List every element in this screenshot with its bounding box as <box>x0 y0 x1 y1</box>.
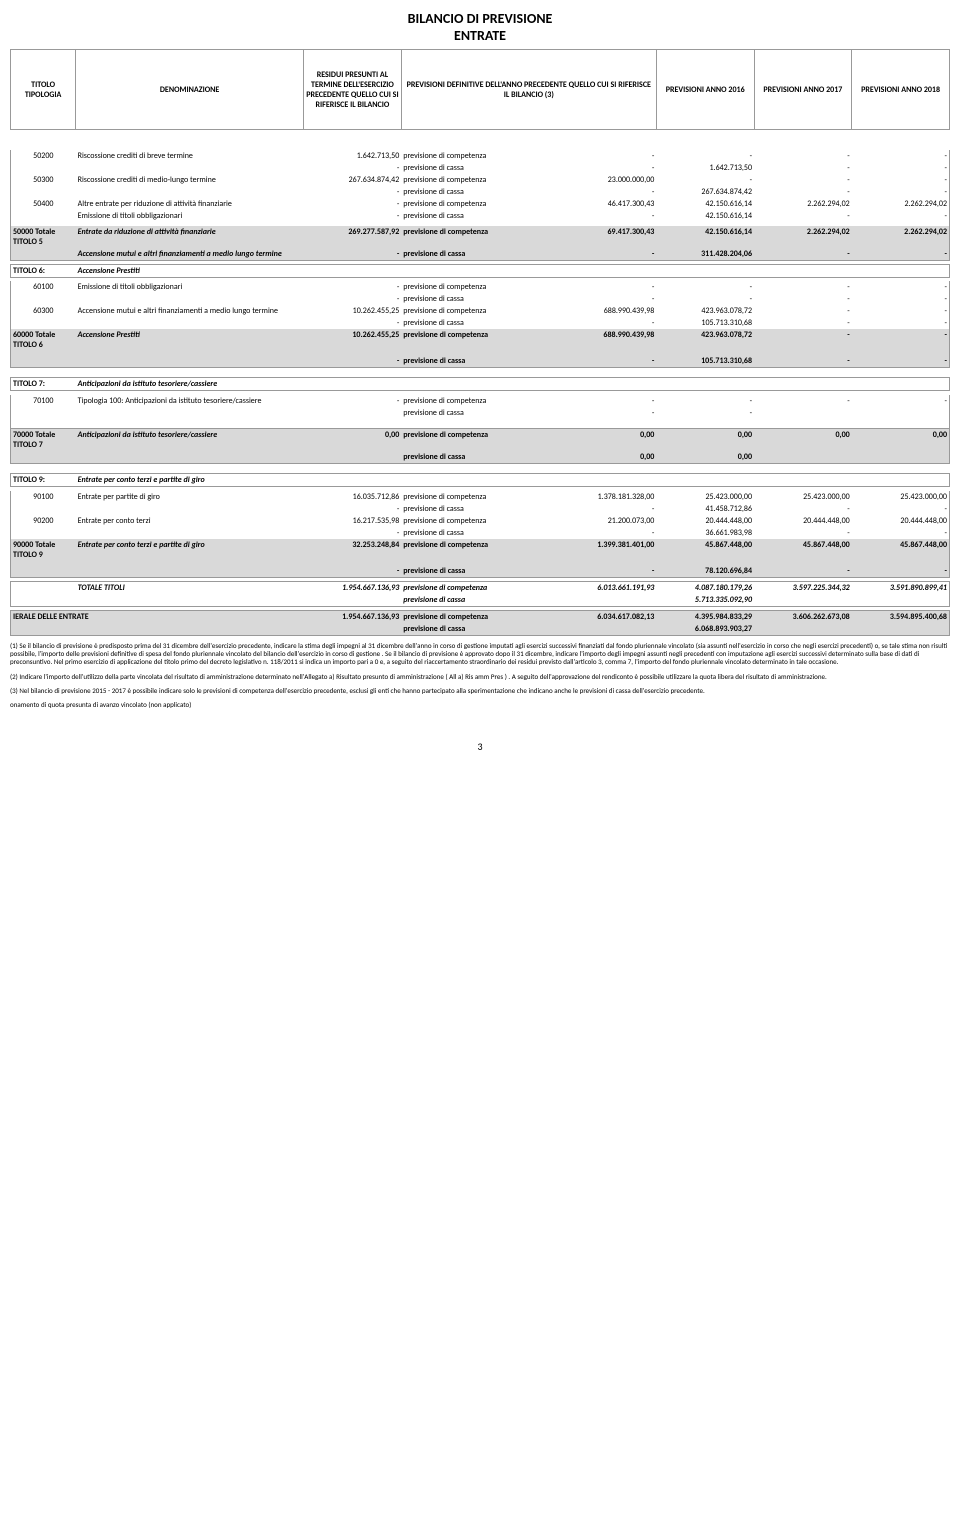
row-90100-cassa: - previsione di cassa - 41.458.712,86 - … <box>11 503 950 515</box>
denom: Entrate da riduzione di attività finanzi… <box>76 226 304 248</box>
row-totale-generale-cassa: previsione di cassa 6.068.893.903,27 <box>11 623 950 636</box>
row-titolo7: TITOLO 7: Anticipazioni da istituto teso… <box>11 378 950 391</box>
hdr-c2: DENOMINAZIONE <box>76 50 304 130</box>
row-totale-70000: 70000 Totale TITOLO 7 Anticipazioni da i… <box>11 429 950 452</box>
row-totale-70000-cassa: previsione di cassa 0,00 0,00 <box>11 451 950 464</box>
table-header: TITOLO TIPOLOGIA DENOMINAZIONE RESIDUI P… <box>11 50 950 130</box>
doc-title: BILANCIO DI PREVISIONE <box>10 10 950 27</box>
page-number: 3 <box>10 740 950 753</box>
row-totale-90000: 90000 Totale TITOLO 9 Entrate per conto … <box>11 539 950 561</box>
hdr-c1: TITOLO TIPOLOGIA <box>11 50 76 130</box>
row-totale-90000-cassa: - previsione di cassa - 78.120.696,84 - … <box>11 565 950 578</box>
row-60100-cassa: - previsione di cassa - - - - <box>11 293 950 305</box>
tipo: previsione di competenza <box>401 150 558 162</box>
row-70100-cassa: previsione di cassa - - <box>11 407 950 419</box>
code: 50000 Totale TITOLO 5 <box>11 226 76 248</box>
row-60300: 60300 Accensione mutui e altri finanziam… <box>11 305 950 317</box>
residui: 1.642.713,50 <box>304 150 402 162</box>
row-totale-titoli: TOTALE TITOLI 1.954.667.136,93 prevision… <box>11 581 950 594</box>
footnote-3: (3) Nel bilancio di previsione 2015 - 20… <box>10 687 950 695</box>
row-50200-cassa: - previsione di cassa - 1.642.713,50 - - <box>11 162 950 174</box>
row-60100: 60100 Emissione di titoli obbligazionari… <box>11 281 950 293</box>
hdr-c6: PREVISIONI ANNO 2017 <box>754 50 852 130</box>
row-70100: 70100 Tipologia 100: Anticipazioni da is… <box>11 395 950 407</box>
row-totale-titoli-cassa: previsione di cassa 5.713.335.092,90 <box>11 594 950 607</box>
denom: Riscossione crediti di medio-lungo termi… <box>76 174 304 186</box>
denom: Altre entrate per riduzione di attività … <box>76 198 304 210</box>
row-totale-60000: 60000 Totale TITOLO 6 Accensione Prestit… <box>11 329 950 351</box>
footnote-1: (1) Se il bilancio di previsione è predi… <box>10 642 950 667</box>
denom: Riscossione crediti di breve termine <box>76 150 304 162</box>
row-50300: 50300 Riscossione crediti di medio-lungo… <box>11 174 950 186</box>
footnote-2: (2) Indicare l'importo dell'utilizzo del… <box>10 673 950 681</box>
row-titolo9: TITOLO 9: Entrate per conto terzi e part… <box>11 474 950 487</box>
row-totale-generale: IERALE DELLE ENTRATE 1.954.667.136,93 pr… <box>11 610 950 623</box>
row-60300-cassa: - previsione di cassa - 105.713.310,68 -… <box>11 317 950 329</box>
hdr-c5: PREVISIONI ANNO 2016 <box>656 50 754 130</box>
row-90200: 90200 Entrate per conto terzi 16.217.535… <box>11 515 950 527</box>
footnote-4: onamento di quota presunta di avanzo vin… <box>10 701 950 709</box>
row-50200: 50200 Riscossione crediti di breve termi… <box>11 150 950 162</box>
page: BILANCIO DI PREVISIONE ENTRATE TITOLO TI… <box>0 0 960 763</box>
row-50400b: Emissione di titoli obbligazionari - pre… <box>11 210 950 222</box>
doc-subtitle: ENTRATE <box>10 27 950 44</box>
row-50300-cassa: - previsione di cassa - 267.634.874,42 -… <box>11 186 950 198</box>
code: 50200 <box>11 150 76 162</box>
row-90200-cassa: - previsione di cassa - 36.661.983,98 - … <box>11 527 950 539</box>
code: 50300 <box>11 174 76 186</box>
row-90100: 90100 Entrate per partite di giro 16.035… <box>11 491 950 503</box>
row-totale-50000: 50000 Totale TITOLO 5 Entrate da riduzio… <box>11 226 950 248</box>
denom: Emissione di titoli obbligazionari <box>76 210 304 222</box>
hdr-c7: PREVISIONI ANNO 2018 <box>852 50 950 130</box>
hdr-c4: PREVISIONI DEFINITIVE DELL'ANNO PRECEDEN… <box>401 50 656 130</box>
row-titolo6: TITOLO 6: Accensione Prestiti <box>11 264 950 277</box>
tipo: previsione di cassa <box>401 162 558 174</box>
row-50400: 50400 Altre entrate per riduzione di att… <box>11 198 950 210</box>
row-totale-50000-cassa: Accensione mutui e altri finanziamenti a… <box>11 248 950 261</box>
code: 50400 <box>11 198 76 210</box>
footnotes: (1) Se il bilancio di previsione è predi… <box>10 642 950 710</box>
hdr-c3: RESIDUI PRESUNTI AL TERMINE DELL'ESERCIZ… <box>304 50 402 130</box>
row-totale-60000-cassa: - previsione di cassa - 105.713.310,68 -… <box>11 355 950 368</box>
main-table: TITOLO TIPOLOGIA DENOMINAZIONE RESIDUI P… <box>10 49 950 636</box>
